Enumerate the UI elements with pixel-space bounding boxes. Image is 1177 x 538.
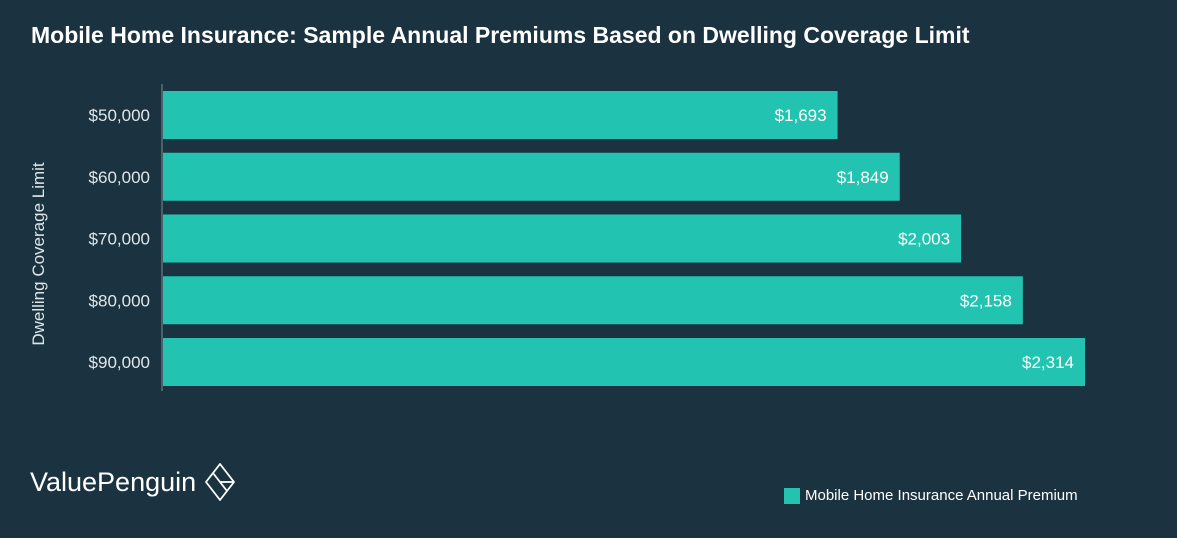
y-tick-label-0: $50,000 xyxy=(89,106,150,125)
bar-4 xyxy=(163,338,1085,386)
bar-value-label-4: $2,314 xyxy=(1022,353,1074,372)
brand: ValuePenguin xyxy=(30,462,236,502)
bars-layer: $1,693 $1,849 $2,003 $2,158 $2,314 xyxy=(163,91,1085,386)
bar-value-label-2: $2,003 xyxy=(898,230,950,249)
bar-value-label-3: $2,158 xyxy=(960,291,1012,310)
chart-title: Mobile Home Insurance: Sample Annual Pre… xyxy=(31,22,970,48)
bar-2 xyxy=(163,214,962,263)
bar-0 xyxy=(163,91,838,139)
legend-swatch xyxy=(784,487,800,504)
y-axis-title: Dwelling Coverage Limit xyxy=(29,162,48,346)
y-tick-label-4: $90,000 xyxy=(89,353,150,372)
y-tick-labels: $50,000 $60,000 $70,000 $80,000 $90,000 xyxy=(89,106,150,372)
bar-value-label-1: $1,849 xyxy=(837,168,889,187)
y-tick-label-3: $80,000 xyxy=(89,291,150,310)
diamond-logo-icon xyxy=(205,463,236,501)
legend-label: Mobile Home Insurance Annual Premium xyxy=(805,487,1078,504)
bar-3 xyxy=(163,276,1023,325)
y-tick-label-1: $60,000 xyxy=(89,168,150,187)
bar-1 xyxy=(163,152,900,201)
bar-value-label-0: $1,693 xyxy=(775,106,827,125)
legend: Mobile Home Insurance Annual Premium xyxy=(784,487,1078,504)
y-tick-label-2: $70,000 xyxy=(89,230,150,249)
brand-name: ValuePenguin xyxy=(30,466,197,497)
